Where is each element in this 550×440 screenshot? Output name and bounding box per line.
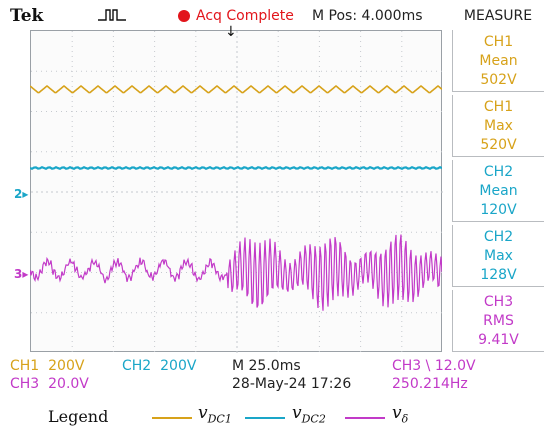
legend-swatch-vdc2 (245, 417, 285, 419)
graticule-lines (31, 31, 443, 353)
measure-title: MEASURE (463, 8, 533, 24)
ch2-ground-marker: 2▸ (14, 187, 29, 201)
acq-status-icon (178, 10, 190, 22)
trace-ch1 (30, 84, 442, 94)
acq-status-text: Acq Complete (196, 8, 294, 24)
trace-ch2 (30, 165, 442, 171)
measure-ch3-rms[interactable]: CH3 RMS 9.41V (452, 290, 544, 352)
measure-ch2-mean[interactable]: CH2 Mean 120V (452, 160, 544, 222)
ch2-scale-readout[interactable]: CH2 200V (122, 358, 197, 374)
horizontal-position: M Pos: 4.000ms (312, 8, 423, 24)
measure-ch2-max[interactable]: CH2 Max 128V (452, 225, 544, 287)
ch3-ground-marker: 3▸ (14, 267, 29, 281)
graticule (30, 30, 443, 353)
brand-logo: Tek (10, 6, 44, 26)
legend-label-vdelta: vδ (392, 403, 409, 426)
trace-ch3 (30, 234, 442, 311)
measure-ch1-max[interactable]: CH1 Max 520V (452, 95, 544, 157)
legend-swatch-vdelta (345, 417, 385, 419)
legend-title: Legend (48, 407, 109, 426)
oscilloscope-screen: Tek Acq Complete M Pos: 4.000ms MEASURE … (10, 6, 544, 392)
legend-label-vdc1: vDC1 (198, 403, 232, 426)
waveform-area (30, 84, 442, 311)
measure-ch1-mean[interactable]: CH1 Mean 502V (452, 30, 544, 92)
ch1-scale-readout[interactable]: CH1 200V (10, 358, 85, 374)
trigger-position-arrow-icon: ↓ (225, 24, 237, 40)
legend-swatch-vdc1 (152, 417, 192, 419)
pulse-trigger-icon (98, 9, 126, 21)
legend-label-vdc2: vDC2 (292, 403, 326, 426)
measure-panel: CH1 Mean 502V CH1 Max 520V CH2 Mean 120V CH2 Ma… (452, 30, 544, 355)
ch3-scale-readout[interactable]: CH3 20.0V (10, 376, 89, 392)
timebase-readout[interactable]: M 25.0ms (232, 358, 301, 374)
legend: Legend vDC1 vDC2 vδ (0, 395, 550, 440)
frequency-readout: 250.214Hz (392, 376, 468, 392)
trigger-readout[interactable]: CH3 \ 12.0V (392, 358, 476, 374)
date-time: 28-May-24 17:26 (232, 376, 352, 392)
